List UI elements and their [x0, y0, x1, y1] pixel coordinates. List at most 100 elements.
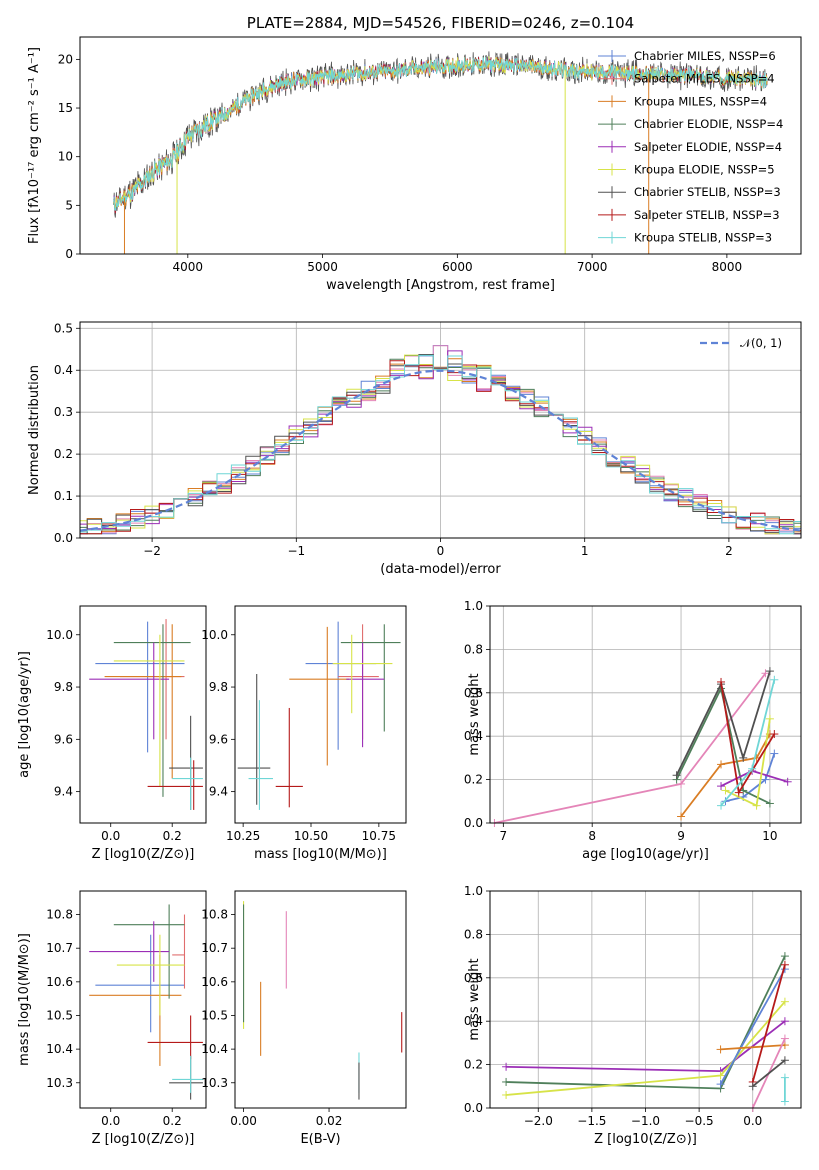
legend-label: Chabrier MILES, NSSP=6: [634, 49, 776, 63]
x-tick-label: 4000: [173, 260, 204, 274]
normal-curve: [80, 369, 801, 532]
x-tick-label: −2.0: [524, 1114, 553, 1128]
legend-label: Chabrier STELIB, NSSP=3: [634, 185, 781, 199]
legend-label: Salpeter MILES, NSSP=4: [634, 72, 775, 86]
x-tick-label: 5000: [307, 260, 338, 274]
y-tick-label: 0.2: [464, 773, 483, 787]
axes-frame: [234, 605, 407, 824]
y-tick-label: 10.7: [46, 941, 73, 955]
x-tick-label: 10: [762, 829, 777, 843]
weight-line: [720, 1044, 785, 1051]
weight-line: [680, 733, 771, 818]
x-axis-label: mass [log10(M/M⊙)]: [254, 847, 387, 862]
x-axis-label: wavelength [Angstrom, rest frame]: [326, 278, 555, 293]
y-tick-label: 9.8: [54, 680, 73, 694]
x-tick-label: −1.5: [577, 1114, 606, 1128]
y-tick-label: 10: [58, 150, 73, 164]
y-tick-label: 0.8: [464, 642, 483, 656]
y-tick-label: 0.0: [54, 531, 73, 545]
y-tick-label: 0.4: [54, 363, 73, 377]
x-tick-label: 0.0: [101, 1114, 120, 1128]
y-tick-label: 10.4: [201, 1042, 228, 1056]
x-tick-label: 0: [437, 544, 445, 558]
x-tick-label: 0.00: [230, 1114, 257, 1128]
y-tick-label: 0.1: [54, 489, 73, 503]
y-tick-label: 1.0: [464, 884, 483, 898]
x-tick-label: 10.75: [362, 829, 396, 843]
weight-line: [752, 1059, 786, 1088]
y-tick-label: 9.4: [54, 785, 73, 799]
x-tick-label: 7: [500, 829, 508, 843]
x-tick-label: 10.50: [294, 829, 328, 843]
y-tick-label: 10.8: [201, 908, 228, 922]
axes-frame: [79, 36, 802, 255]
legend-label: Salpeter STELIB, NSSP=3: [634, 208, 780, 222]
x-axis-label: Z [log10(Z/Z⊙)]: [594, 1132, 697, 1147]
y-tick-label: 20: [58, 52, 73, 66]
y-tick-label: 0: [65, 247, 73, 261]
y-tick-label: 0.2: [54, 447, 73, 461]
y-tick-label: 0.3: [54, 405, 73, 419]
x-tick-label: 8: [588, 829, 596, 843]
y-tick-label: 9.6: [209, 732, 228, 746]
axes-frame: [79, 890, 207, 1109]
y-tick-label: 5: [65, 198, 73, 212]
x-axis-label: age [log10(age/yr)]: [582, 847, 709, 862]
x-tick-label: −0.5: [685, 1114, 714, 1128]
legend-label: 𝒩(0, 1): [740, 336, 782, 350]
y-tick-label: 0.6: [464, 971, 483, 985]
y-tick-label: 10.0: [201, 628, 228, 642]
x-tick-label: −1.0: [631, 1114, 660, 1128]
x-tick-label: −1: [287, 544, 305, 558]
x-axis-label: (data-model)/error: [380, 562, 501, 577]
y-tick-label: 10.4: [46, 1042, 73, 1056]
chart-title: PLATE=2884, MJD=54526, FIBERID=0246, z=0…: [247, 14, 634, 32]
x-tick-label: 0.0: [101, 829, 120, 843]
y-tick-label: 10.7: [201, 941, 228, 955]
x-tick-label: 6000: [442, 260, 473, 274]
y-tick-label: 10.5: [46, 1008, 73, 1022]
weight-line: [675, 670, 771, 776]
y-tick-label: 0.6: [464, 686, 483, 700]
x-tick-label: 0.0: [743, 1114, 762, 1128]
y-tick-label: 9.8: [209, 680, 228, 694]
axes-frame: [489, 890, 802, 1109]
x-tick-label: 0.2: [163, 1114, 182, 1128]
axes-frame: [79, 605, 207, 824]
x-tick-label: 0.02: [316, 1114, 343, 1128]
axes-frame: [234, 890, 407, 1109]
y-tick-label: 10.0: [46, 628, 73, 642]
y-axis-label: mass weight: [467, 673, 482, 755]
y-tick-label: 10.8: [46, 908, 73, 922]
y-tick-label: 0.8: [464, 927, 483, 941]
weight-line: [751, 964, 786, 1083]
y-tick-label: 0.0: [464, 1101, 483, 1115]
x-tick-label: 7000: [577, 260, 608, 274]
y-tick-label: 0.0: [464, 816, 483, 830]
y-tick-label: 0.4: [464, 729, 483, 743]
y-tick-label: 9.6: [54, 732, 73, 746]
legend-label: Kroupa STELIB, NSSP=3: [634, 231, 772, 245]
y-tick-label: 10.6: [201, 975, 228, 989]
legend-label: Kroupa ELODIE, NSSP=5: [634, 163, 775, 177]
legend-label: Kroupa MILES, NSSP=4: [634, 94, 767, 108]
y-tick-label: 10.6: [46, 975, 73, 989]
x-tick-label: 9: [677, 829, 685, 843]
y-tick-label: 15: [58, 101, 73, 115]
spectrum-line-kroupa-stelib: [113, 56, 768, 211]
y-axis-label: age [log10(age/yr)]: [17, 651, 32, 778]
x-axis-label: Z [log10(Z/Z⊙)]: [92, 1132, 195, 1147]
y-tick-label: 0.2: [464, 1058, 483, 1072]
y-tick-label: 10.3: [201, 1076, 228, 1090]
y-axis-label: mass [log10(M/M⊙)]: [17, 933, 32, 1066]
x-axis-label: Z [log10(Z/Z⊙)]: [92, 847, 195, 862]
y-tick-label: 1.0: [464, 599, 483, 613]
x-tick-label: 1: [581, 544, 589, 558]
histograms: [80, 345, 801, 535]
weight-line: [675, 685, 771, 805]
x-tick-label: 8000: [712, 260, 743, 274]
legend-label: Salpeter ELODIE, NSSP=4: [634, 140, 782, 154]
x-tick-label: 0.2: [163, 829, 182, 843]
x-tick-label: 2: [725, 544, 733, 558]
